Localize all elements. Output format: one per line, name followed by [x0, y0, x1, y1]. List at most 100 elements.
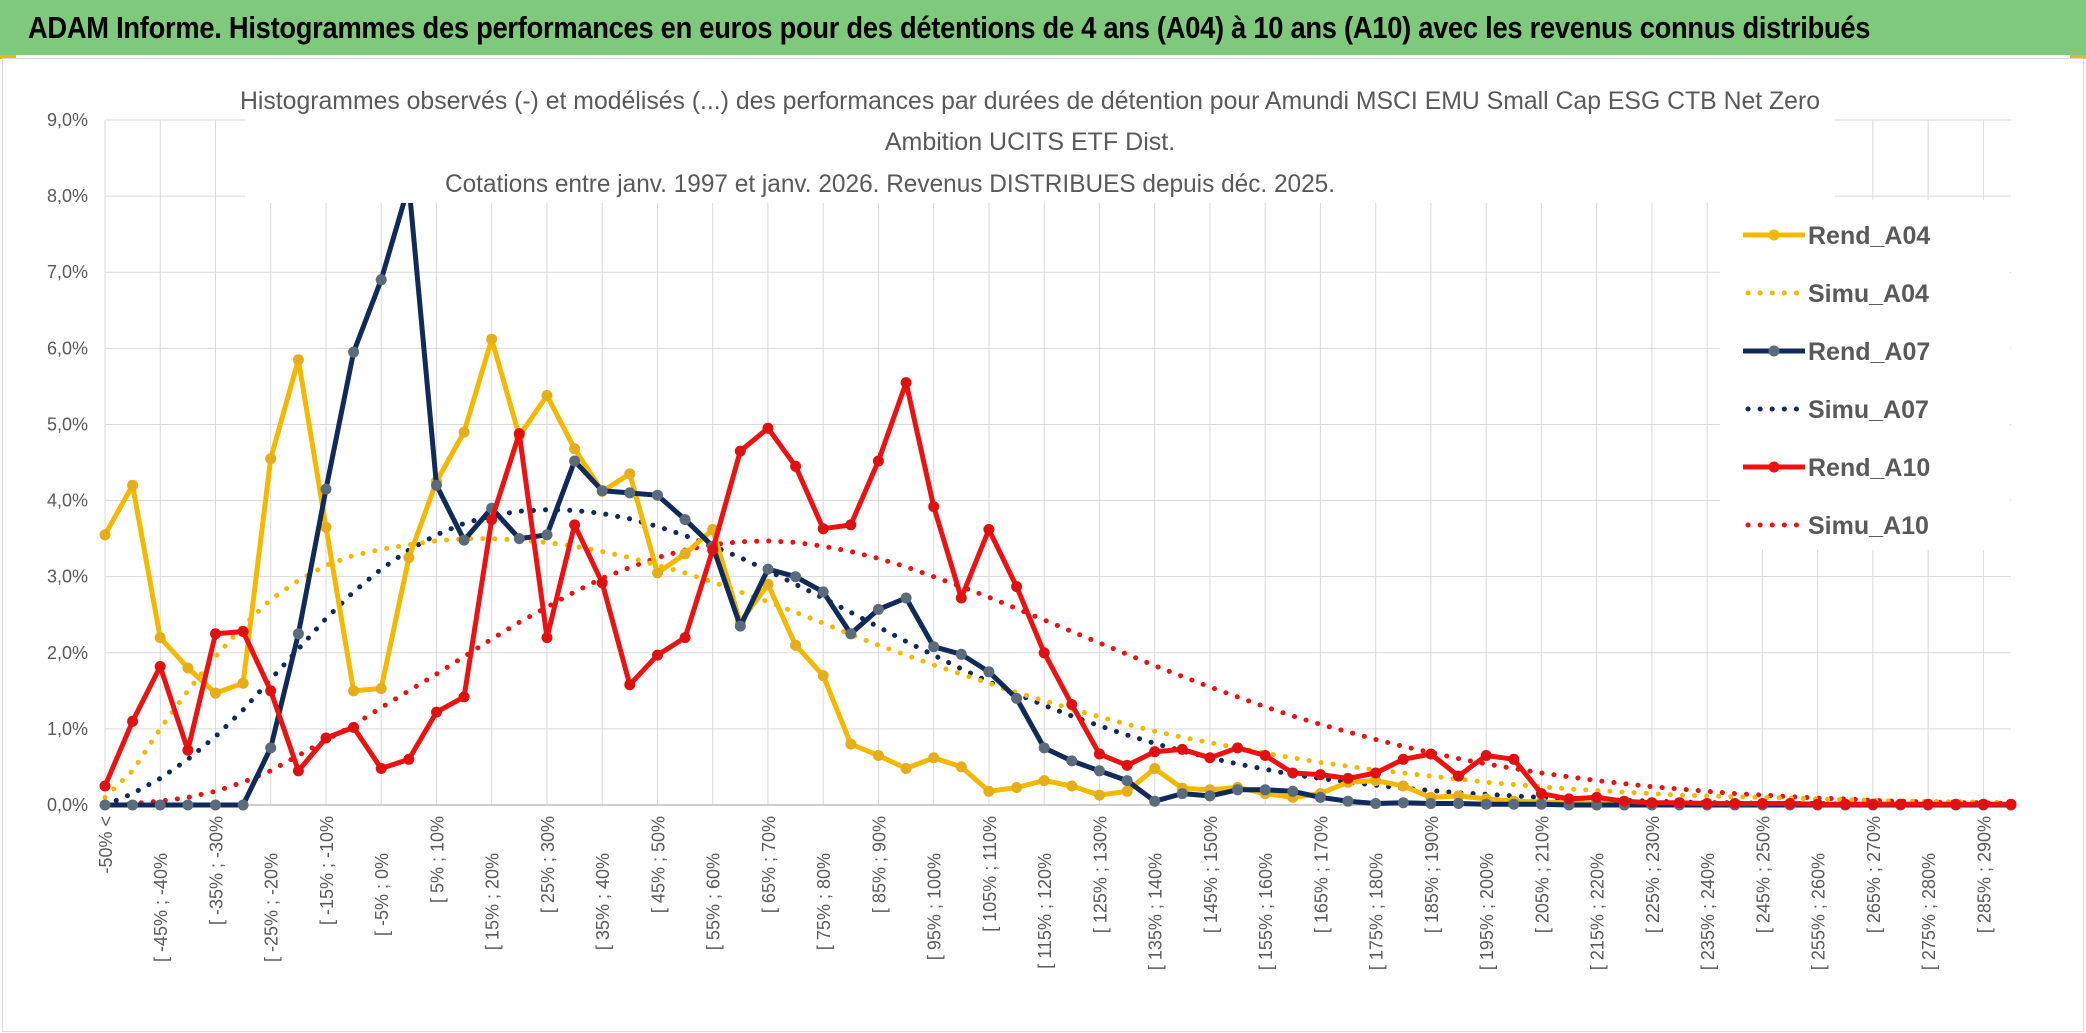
- x-axis-ticks: -50% < [ -45% ; -40% [ -35% ; -30% [ -25% ;…: [96, 816, 1994, 970]
- legend-label: Rend_A10: [1808, 454, 1930, 482]
- data-point: [1066, 780, 1078, 792]
- data-point: [790, 571, 802, 583]
- y-tick-label: 0,0%: [47, 795, 88, 815]
- data-point: [1038, 647, 1050, 659]
- data-point: [1895, 798, 1906, 810]
- y-tick-label: 2,0%: [47, 643, 88, 663]
- data-point: [1176, 788, 1188, 800]
- x-tick-label: [ 85% ; 90%: [869, 816, 889, 913]
- data-point: [1121, 775, 1133, 787]
- x-tick-label: [ 225% ; 230%: [1643, 816, 1663, 933]
- x-tick-label: [ 185% ; 190%: [1422, 816, 1442, 933]
- data-point: [1370, 767, 1382, 779]
- x-tick-label: [ -5% ; 0%: [372, 853, 392, 936]
- data-point: [1204, 790, 1216, 802]
- data-point: [265, 453, 277, 465]
- data-point: [928, 641, 940, 653]
- x-tick-label: [ 285% ; 290%: [1974, 816, 1994, 933]
- data-point: [513, 533, 525, 545]
- data-point: [872, 455, 884, 467]
- data-point: [1950, 798, 1962, 810]
- data-point: [872, 603, 884, 615]
- data-point: [596, 577, 608, 589]
- x-tick-label: [ 65% ; 70%: [759, 816, 779, 913]
- data-point: [348, 346, 360, 358]
- report-banner: ADAM Informe. Histogrammes des performan…: [0, 0, 2086, 55]
- x-tick-label: [ 215% ; 220%: [1588, 853, 1608, 970]
- data-point: [1149, 763, 1161, 774]
- data-point: [1480, 750, 1492, 761]
- data-point: [872, 750, 884, 761]
- chart-frame: [2, 58, 2084, 1032]
- data-point: [292, 354, 304, 366]
- x-tick-label: [ 95% ; 100%: [925, 853, 945, 960]
- x-tick-label: [ 35% ; 40%: [593, 853, 613, 950]
- y-tick-label: 5,0%: [47, 414, 88, 434]
- y-tick-label: 4,0%: [47, 491, 88, 511]
- x-tick-label: [ 75% ; 80%: [814, 853, 834, 950]
- data-point: [734, 445, 746, 457]
- x-tick-label: [ -25% ; -20%: [262, 853, 282, 962]
- data-point: [1508, 753, 1520, 765]
- data-point: [900, 592, 912, 604]
- data-point: [1370, 798, 1382, 809]
- legend-label: Rend_A07: [1808, 338, 1930, 366]
- data-point: [817, 670, 829, 682]
- data-point: [154, 799, 166, 811]
- data-point: [1093, 789, 1105, 801]
- data-point: [1618, 795, 1630, 807]
- data-point: [403, 552, 415, 564]
- x-tick-label: [ 155% ; 160%: [1256, 853, 1276, 970]
- x-tick-label: [ 175% ; 180%: [1367, 853, 1387, 970]
- data-point: [265, 742, 277, 754]
- series-group: [99, 179, 2017, 811]
- series-simu-a04: [102, 536, 2014, 806]
- data-point: [375, 274, 387, 286]
- line-rend-a10: [102, 380, 2011, 807]
- data-point: [1397, 797, 1409, 809]
- data-point: [1784, 798, 1796, 809]
- data-point: [1287, 767, 1299, 779]
- chart-title-box: Histogrammes observés (-) et modélisés (…: [240, 78, 1835, 203]
- data-point: [1756, 798, 1768, 809]
- x-tick-label: [ 205% ; 210%: [1532, 816, 1552, 933]
- legend-label: Simu_A10: [1808, 512, 1929, 540]
- data-point: [1287, 785, 1299, 797]
- data-point: [790, 460, 802, 472]
- x-tick-label: [ 255% ; 260%: [1809, 853, 1829, 970]
- data-point: [1591, 791, 1603, 803]
- data-point: [845, 519, 857, 531]
- x-tick-label: [ 195% ; 200%: [1477, 853, 1497, 970]
- x-tick-label: [ 5% ; 10%: [427, 816, 447, 903]
- data-point: [1176, 743, 1188, 755]
- data-point: [707, 544, 719, 556]
- data-point: [955, 761, 967, 773]
- chart-legend: Rend_A04 Simu_A04 Rend_A07 Simu_A07 Rend_A10…: [1720, 200, 2010, 550]
- legend-item: Simu_A04: [1745, 280, 1929, 308]
- data-point: [1038, 775, 1050, 787]
- x-tick-label: [ 235% ; 240%: [1698, 853, 1718, 970]
- data-point: [624, 679, 636, 691]
- data-point: [1453, 798, 1464, 809]
- corner-mark-right: [2070, 55, 2086, 59]
- y-tick-label: 7,0%: [47, 262, 88, 282]
- data-point: [1232, 742, 1244, 754]
- data-point: [1701, 798, 1713, 809]
- data-point: [983, 785, 995, 797]
- data-point: [237, 677, 249, 689]
- legend-item: Rend_A07: [1743, 338, 1930, 366]
- data-point: [624, 468, 636, 480]
- data-point: [1314, 769, 1326, 781]
- data-point: [1508, 798, 1520, 810]
- data-point: [790, 639, 802, 651]
- data-point: [817, 523, 829, 535]
- data-point: [348, 721, 360, 733]
- x-tick-label: [ 15% ; 20%: [483, 853, 503, 950]
- data-point: [458, 426, 470, 438]
- data-point: [513, 428, 525, 440]
- data-point: [928, 752, 940, 764]
- data-point: [983, 666, 995, 678]
- data-point: [955, 592, 967, 604]
- data-point: [900, 377, 912, 389]
